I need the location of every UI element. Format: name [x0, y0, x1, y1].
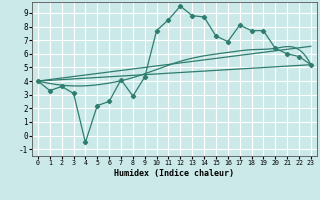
X-axis label: Humidex (Indice chaleur): Humidex (Indice chaleur) — [115, 169, 234, 178]
